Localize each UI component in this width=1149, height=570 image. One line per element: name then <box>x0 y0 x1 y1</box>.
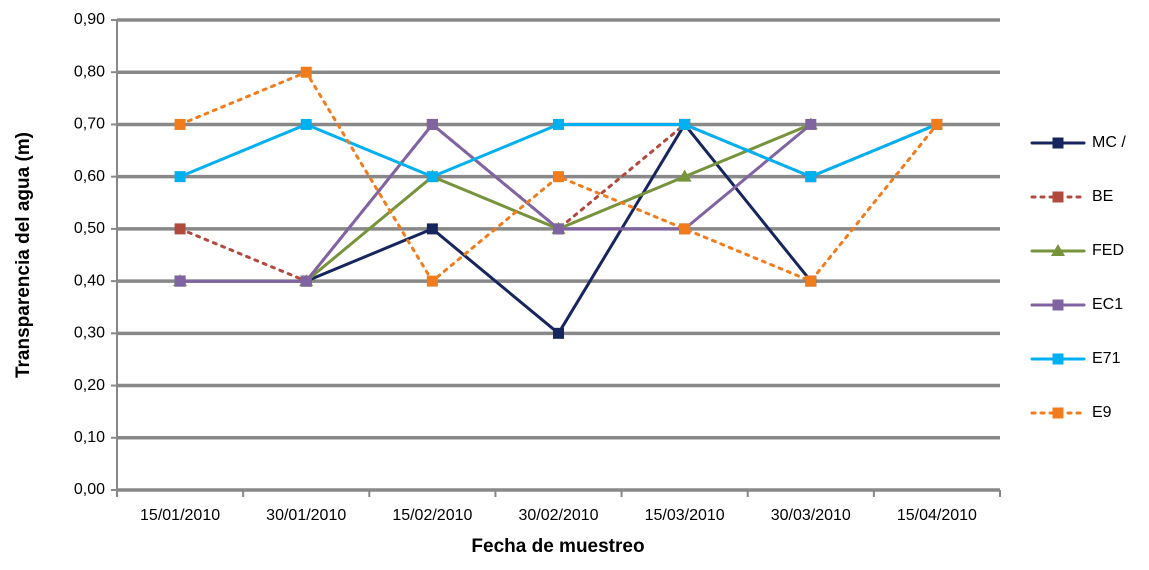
x-tick-label: 30/01/2010 <box>266 507 346 524</box>
legend-label: FED <box>1092 242 1124 259</box>
y-tick-label: 0,00 <box>74 481 105 498</box>
data-point <box>679 118 691 130</box>
y-tick-label: 0,70 <box>74 116 105 133</box>
x-tick-label: 15/03/2010 <box>645 507 725 524</box>
series-line <box>178 122 939 179</box>
x-axis-title: Fecha de muestreo <box>471 536 644 557</box>
data-point <box>553 171 564 183</box>
data-point <box>174 223 186 235</box>
y-tick-label: 0,20 <box>74 377 105 394</box>
data-point <box>805 171 817 183</box>
data-point <box>553 327 564 339</box>
y-tick-label: 0,50 <box>74 220 105 237</box>
y-tick-label: 0,10 <box>74 429 105 446</box>
data-point <box>426 223 438 235</box>
data-point <box>931 118 943 130</box>
y-tick-label: 0,80 <box>74 63 105 80</box>
legend-label: EC1 <box>1092 296 1123 313</box>
legend-label: E71 <box>1092 350 1121 367</box>
data-point <box>426 118 438 130</box>
data-point <box>426 275 438 287</box>
y-tick-label: 0,90 <box>74 11 105 28</box>
legend-marker <box>1052 191 1064 203</box>
legend-marker <box>1052 137 1064 149</box>
x-tick-label: 30/02/2010 <box>518 507 598 524</box>
data-point <box>679 223 691 235</box>
legend-marker <box>1051 244 1065 256</box>
data-point <box>174 275 186 287</box>
legend-label: E9 <box>1092 404 1112 421</box>
legend-label: BE <box>1092 188 1113 205</box>
data-point <box>300 66 312 78</box>
data-point <box>805 275 817 287</box>
legend-marker <box>1052 407 1064 419</box>
series-line <box>178 122 813 283</box>
data-point <box>426 171 438 183</box>
data-point <box>174 118 186 130</box>
legend-marker <box>1052 353 1064 365</box>
data-point <box>174 171 186 183</box>
x-tick-label: 15/01/2010 <box>140 507 220 524</box>
x-tick-label: 30/03/2010 <box>771 507 851 524</box>
data-point <box>805 118 817 130</box>
legend-label: MC / <box>1092 134 1126 151</box>
x-tick-label: 15/02/2010 <box>392 507 472 524</box>
data-point <box>553 223 564 235</box>
y-tick-label: 0,40 <box>74 272 105 289</box>
y-tick-label: 0,60 <box>74 168 105 185</box>
legend-marker <box>1052 299 1064 311</box>
data-point <box>553 118 564 130</box>
x-tick-label: 15/04/2010 <box>897 507 977 524</box>
y-tick-label: 0,30 <box>74 325 105 342</box>
data-point <box>677 169 692 182</box>
data-point <box>300 275 312 287</box>
series-line <box>178 122 939 283</box>
data-point <box>300 118 312 130</box>
y-axis-title: Transparencia del agua (m) <box>13 132 34 378</box>
